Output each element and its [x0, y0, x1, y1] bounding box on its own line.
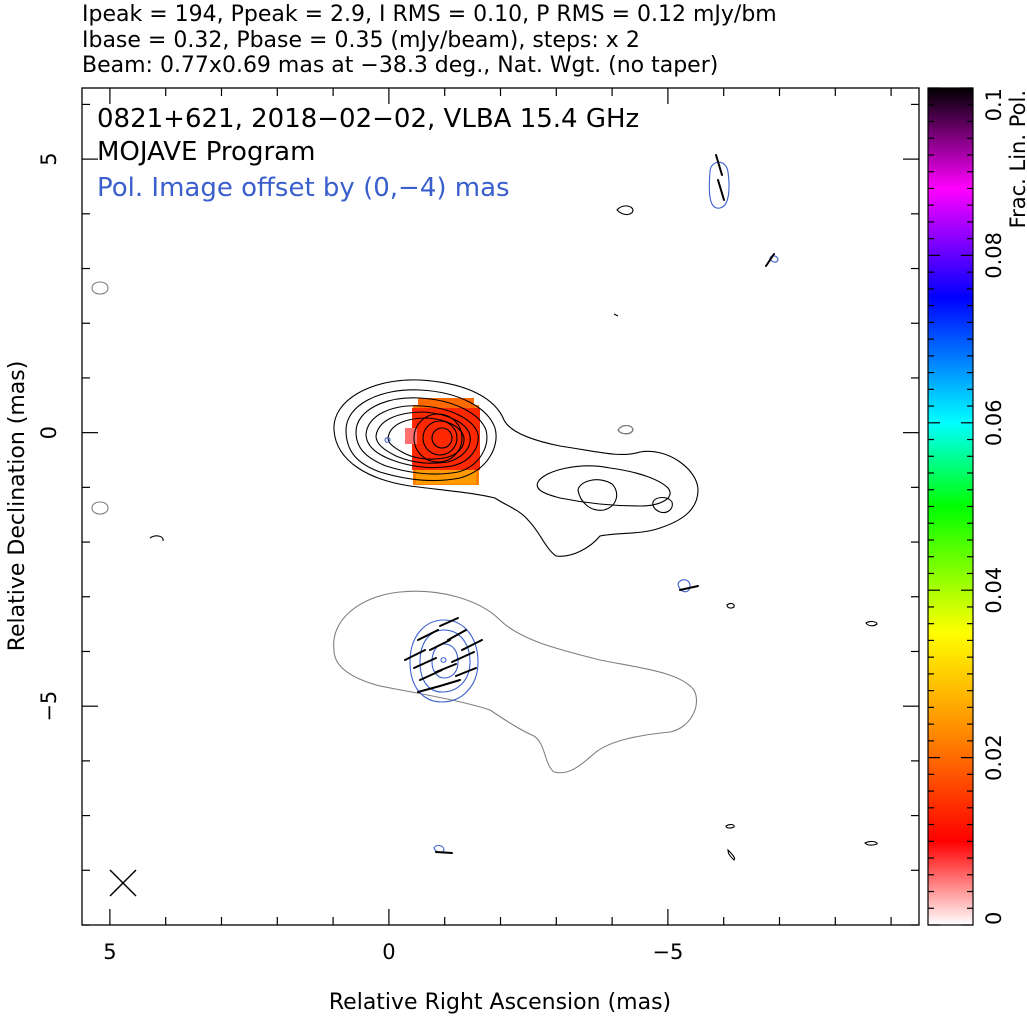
colorbar-tick-labels: 0 0.02 0.04 0.06 0.08 0.1	[982, 88, 1006, 925]
colorbar-tick-label: 0.04	[982, 567, 1006, 614]
colorbar-tick-label: 0.02	[982, 734, 1006, 781]
colorbar-tick-label: 0	[982, 912, 1006, 925]
plot-frame	[81, 87, 920, 926]
source-annotation: 0821+621, 2018−02−02, VLBA 15.4 GHz	[97, 104, 639, 134]
stokes-i-contours	[149, 205, 878, 861]
program-annotation: MOJAVE Program	[97, 137, 315, 167]
colorbar-tick-label: 0.06	[982, 399, 1006, 446]
y-tick-label: 5	[37, 152, 61, 165]
colorbar	[927, 87, 974, 926]
x-tick-label: 0	[382, 940, 395, 964]
y-tick-label: 0	[37, 426, 61, 439]
colorbar-tick-label: 0.1	[982, 88, 1006, 121]
header-line-1: Ipeak = 194, Ppeak = 2.9, I RMS = 0.10, …	[82, 2, 777, 27]
colorbar-tick-label: 0.08	[982, 232, 1006, 279]
colorbar-label: Frac. Lin. Pol.	[1006, 90, 1027, 228]
x-axis-label: Relative Right Ascension (mas)	[329, 990, 671, 1015]
pol-offset-annotation: Pol. Image offset by (0,−4) mas	[97, 173, 510, 203]
y-axis-label: Relative Declination (mas)	[5, 361, 30, 652]
total-pol-contour	[333, 590, 697, 774]
header-line-3: Beam: 0.77x0.69 mas at −38.3 deg., Nat. …	[82, 53, 719, 78]
y-tick-label: −5	[37, 691, 61, 722]
x-tick-label: −5	[652, 940, 683, 964]
axis-ticks	[82, 88, 919, 926]
header-line-2: Ibase = 0.32, Pbase = 0.35 (mJy/beam), s…	[82, 28, 640, 53]
x-tick-label: 5	[103, 940, 116, 964]
axis-tick-labels: 5 0 −5 5 0 −5	[37, 152, 683, 964]
colorbar-ticks	[928, 87, 973, 926]
small-gray-contours	[91, 281, 634, 515]
beam-marker	[109, 869, 137, 897]
evpa-ticks	[404, 154, 775, 854]
